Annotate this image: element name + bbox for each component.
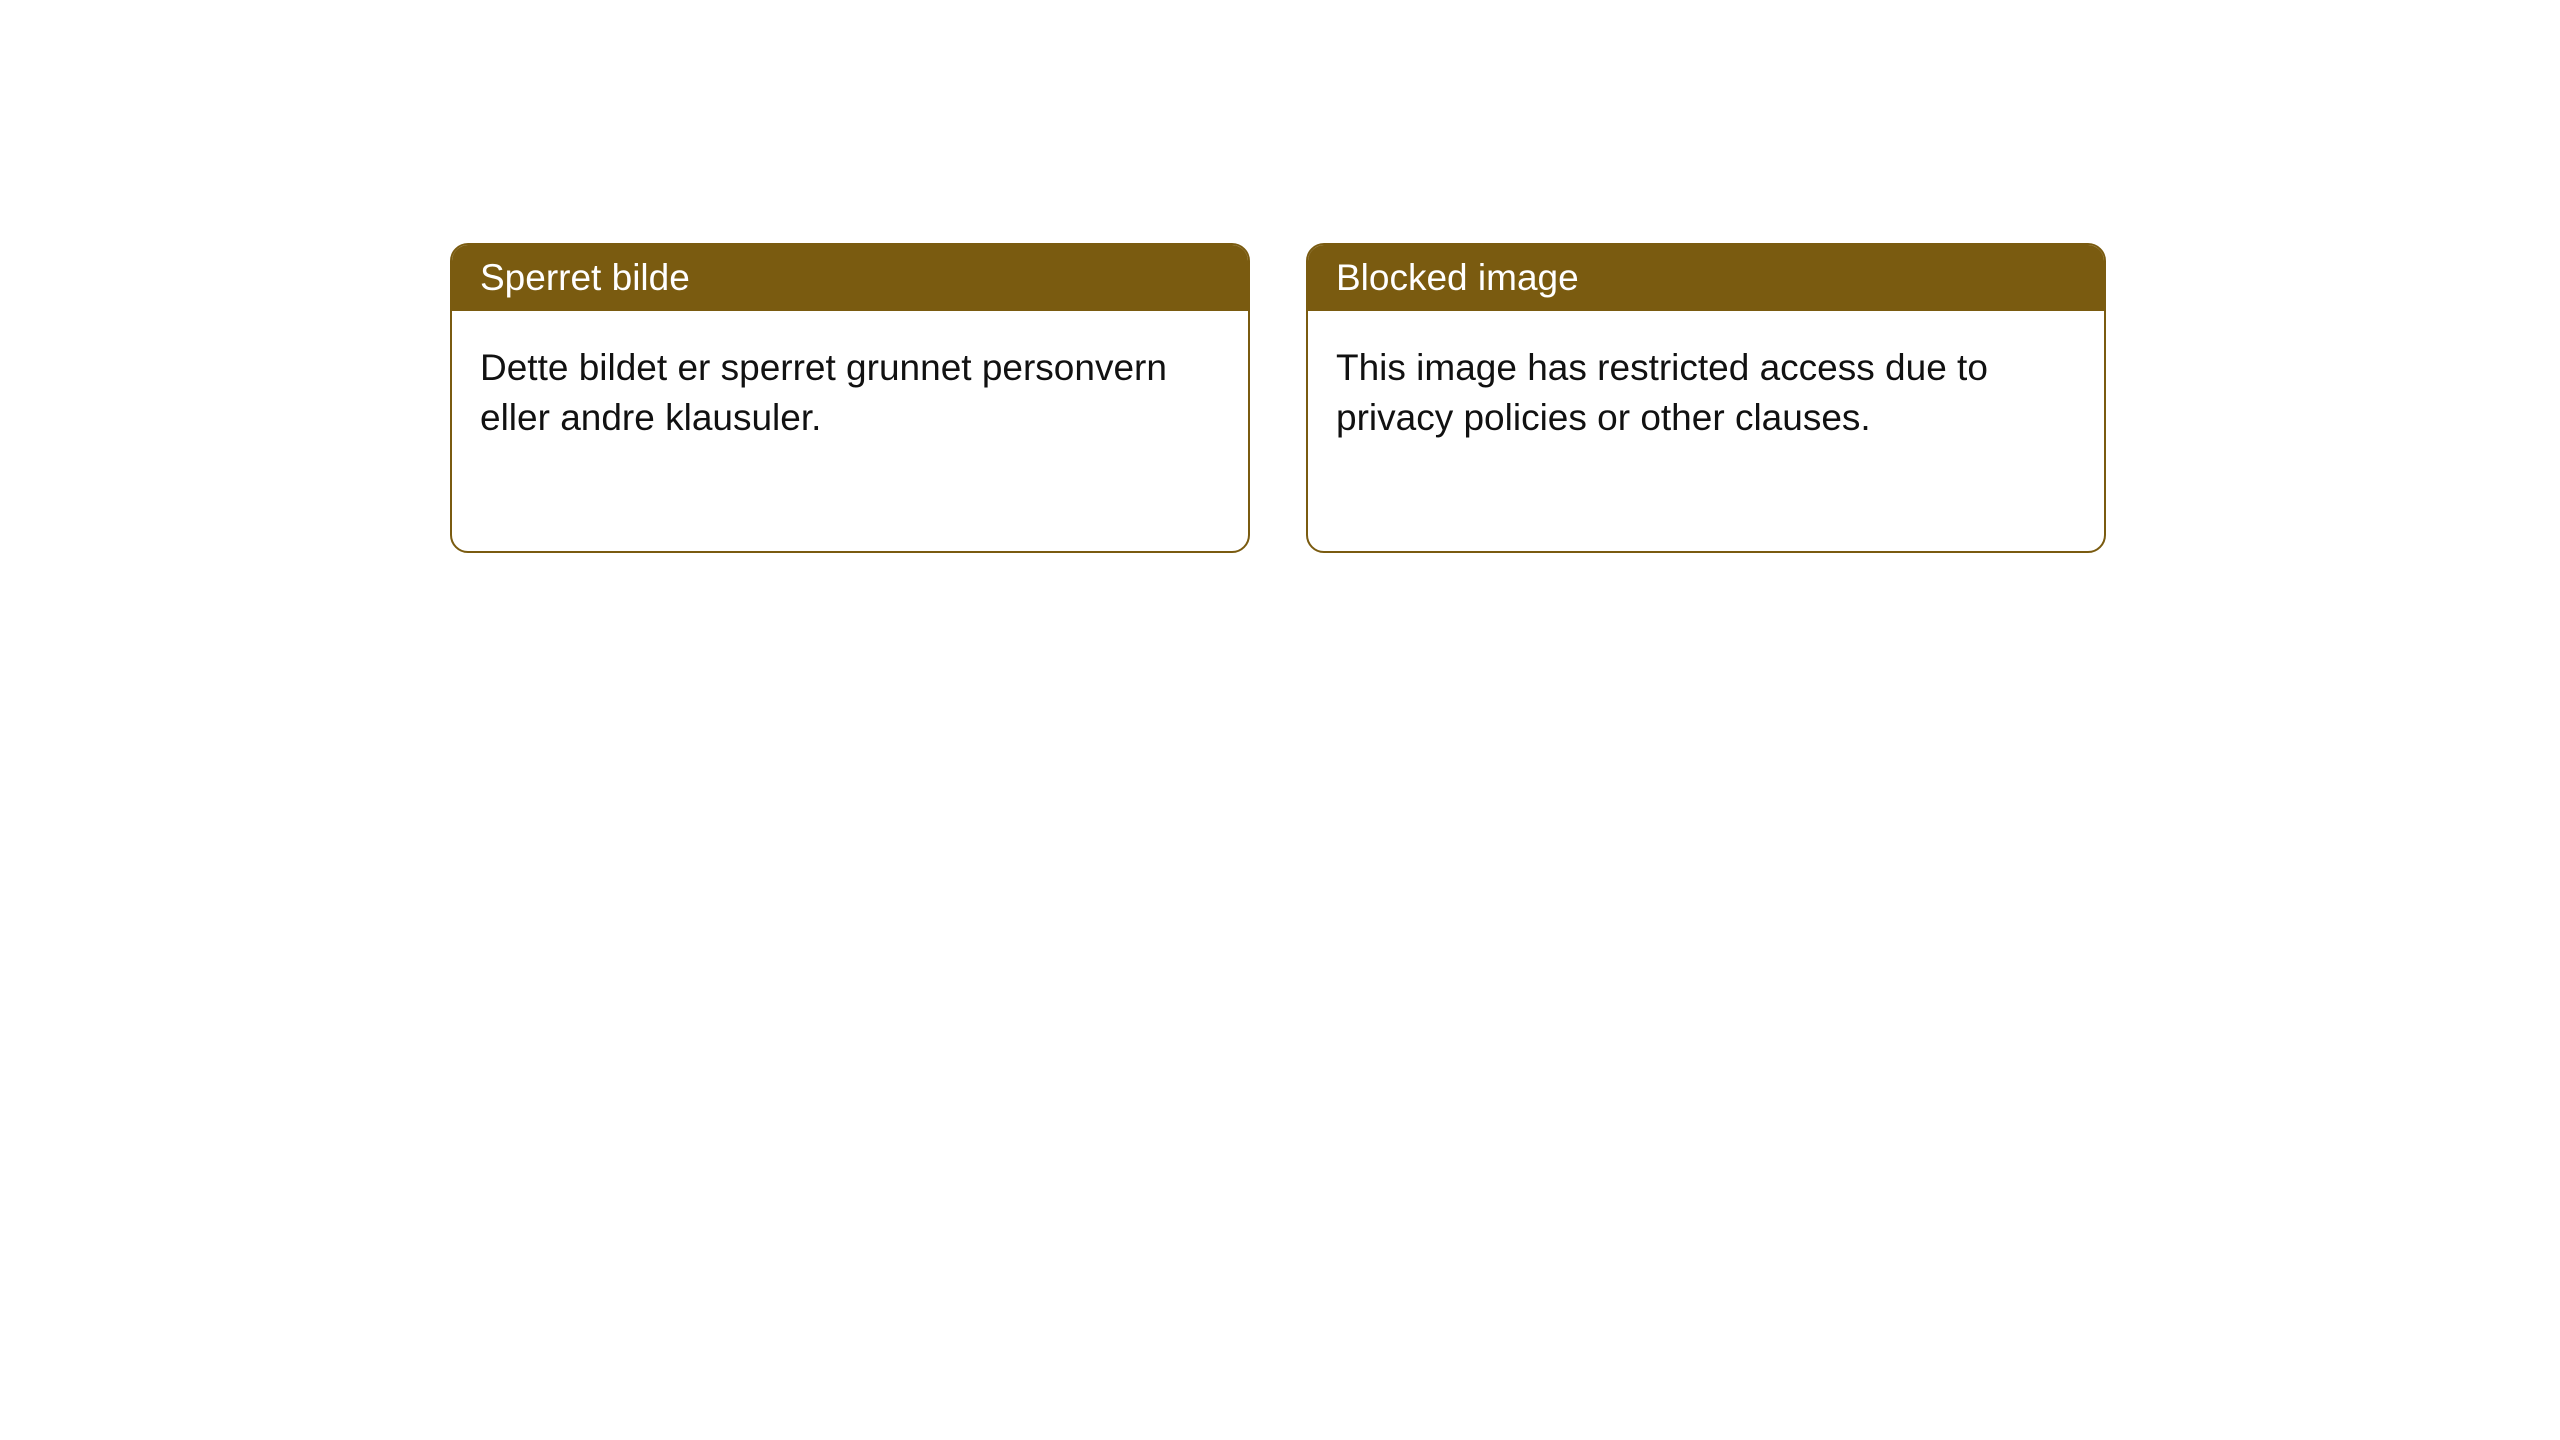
notice-card-no: Sperret bilde Dette bildet er sperret gr… <box>450 243 1250 553</box>
notice-body-en: This image has restricted access due to … <box>1308 311 2104 551</box>
notice-title-no: Sperret bilde <box>452 245 1248 311</box>
notice-container: Sperret bilde Dette bildet er sperret gr… <box>450 243 2106 553</box>
notice-body-no: Dette bildet er sperret grunnet personve… <box>452 311 1248 551</box>
notice-title-en: Blocked image <box>1308 245 2104 311</box>
notice-card-en: Blocked image This image has restricted … <box>1306 243 2106 553</box>
